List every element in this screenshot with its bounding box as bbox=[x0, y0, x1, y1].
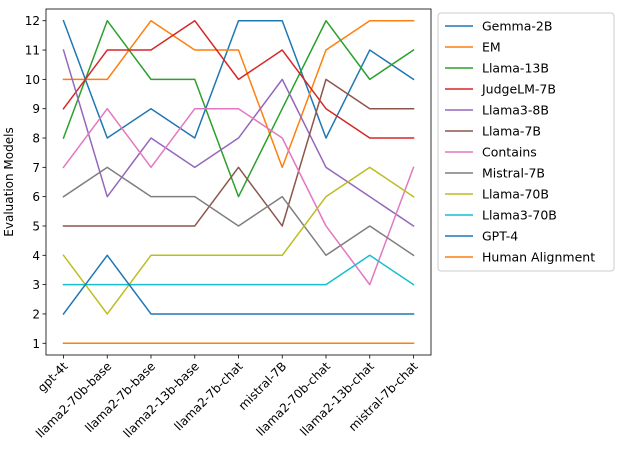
legend-label: JudgeLM-7B bbox=[481, 82, 556, 97]
legend-label: Mistral-7B bbox=[482, 166, 545, 181]
y-tick-label: 11 bbox=[25, 44, 40, 58]
x-tick-label: llama2-13b-chat bbox=[297, 359, 377, 439]
y-axis-label: Evaluation Models bbox=[2, 127, 16, 236]
legend-label: Human Alignment bbox=[482, 250, 595, 265]
x-tick-label: llama2-70b-base bbox=[33, 359, 114, 440]
y-tick-label: 3 bbox=[32, 278, 40, 292]
legend-entry: Llama3-70B bbox=[445, 208, 557, 223]
legend-label: EM bbox=[482, 40, 501, 55]
legend-entry: JudgeLM-7B bbox=[445, 82, 556, 97]
y-tick-label: 5 bbox=[32, 219, 40, 233]
legend-label: Llama-70B bbox=[482, 187, 549, 202]
series-line-gpt-4 bbox=[62, 254, 415, 315]
legend-label: Llama-7B bbox=[482, 124, 541, 139]
legend-entry: Llama-70B bbox=[445, 187, 549, 202]
legend-entry: Llama-13B bbox=[445, 61, 549, 76]
y-tick-label: 8 bbox=[32, 132, 40, 146]
series-line-judgelm-7b bbox=[62, 19, 415, 139]
legend-label: Llama3-70B bbox=[482, 208, 557, 223]
legend-label: Contains bbox=[482, 145, 537, 160]
y-tick-label: 7 bbox=[32, 161, 40, 175]
series-line-em bbox=[62, 19, 415, 169]
series-line-llama3-70b bbox=[62, 254, 415, 286]
x-tick-label: llama2-70b-chat bbox=[254, 359, 334, 439]
series-layer bbox=[62, 19, 415, 345]
y-tick-label: 12 bbox=[25, 14, 40, 28]
legend-frame bbox=[437, 12, 615, 272]
series-line-llama-70b bbox=[62, 166, 415, 315]
y-tick-label: 1 bbox=[32, 337, 40, 351]
legend-items: Gemma-2B EM Llama-13B JudgeLM-7B Llama3-8B Ll… bbox=[445, 19, 595, 265]
legend-entry: Llama-7B bbox=[445, 124, 541, 139]
x-axis: gpt-4tllama2-70b-basellama2-7b-basellama… bbox=[33, 355, 421, 440]
legend-entry: Llama3-8B bbox=[445, 103, 549, 118]
legend-label: Gemma-2B bbox=[482, 19, 552, 34]
legend-entry: Contains bbox=[445, 145, 537, 160]
y-tick-label: 10 bbox=[25, 73, 40, 87]
series-line-llama-13b bbox=[62, 19, 415, 198]
series-line-llama-7b bbox=[62, 78, 415, 227]
legend-entry: Mistral-7B bbox=[445, 166, 545, 181]
legend-label: GPT-4 bbox=[482, 229, 518, 244]
series-line-llama3-8b bbox=[62, 49, 415, 228]
legend-entry: GPT-4 bbox=[445, 229, 518, 244]
legend-entry: Human Alignment bbox=[445, 250, 595, 265]
series-line-mistral-7b bbox=[62, 166, 415, 257]
legend-label: Llama-13B bbox=[482, 61, 549, 76]
x-tick-label: gpt-4t bbox=[35, 359, 71, 395]
legend-label: Llama3-8B bbox=[482, 103, 549, 118]
legend: Gemma-2B EM Llama-13B JudgeLM-7B Llama3-8B Ll… bbox=[437, 12, 615, 272]
plot-frame bbox=[45, 8, 432, 356]
legend-entry: Gemma-2B bbox=[445, 19, 552, 34]
y-tick-label: 9 bbox=[32, 102, 40, 116]
x-tick-label: llama2-13b-base bbox=[121, 359, 202, 440]
y-tick-label: 2 bbox=[32, 307, 40, 321]
y-tick-label: 4 bbox=[32, 249, 40, 263]
legend-entry: EM bbox=[445, 40, 501, 55]
y-tick-label: 6 bbox=[32, 190, 40, 204]
